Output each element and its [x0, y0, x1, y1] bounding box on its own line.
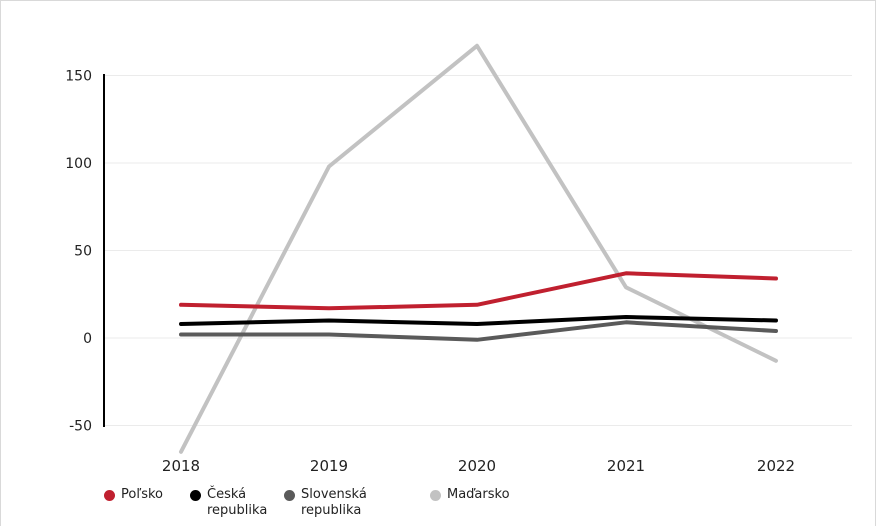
y-tick-label: -50 — [69, 419, 92, 435]
legend-label-ceska-republika: Česká republika — [207, 487, 268, 518]
series-line-3 — [179, 43, 778, 454]
legend-label-polsko: Poľsko — [121, 487, 163, 502]
grid-lines — [104, 75, 852, 426]
legend-label-madarsko: Maďarsko — [447, 487, 510, 502]
legend-item-madarsko: Maďarsko — [430, 487, 510, 503]
legend-marker-slovenska-republika — [284, 490, 295, 501]
series-lines — [179, 43, 778, 454]
y-tick-label: 100 — [65, 156, 92, 172]
y-tick-label: 0 — [83, 331, 92, 347]
legend-marker-ceska-republika — [190, 490, 201, 501]
legend-label-slovenska-republika: Slovenská republika — [301, 487, 367, 518]
x-tick-label: 2022 — [757, 457, 795, 475]
legend-marker-madarsko — [430, 490, 441, 501]
legend-item-polsko: Poľsko — [104, 487, 163, 503]
series-line-1 — [179, 315, 778, 326]
x-axis-ticks: 2018 2019 2020 2021 2022 — [162, 457, 795, 475]
x-tick-label: 2018 — [162, 457, 200, 475]
x-tick-label: 2021 — [607, 457, 645, 475]
x-tick-label: 2019 — [310, 457, 348, 475]
legend-item-ceska-republika: Česká republika — [190, 487, 267, 519]
x-tick-label: 2020 — [458, 457, 496, 475]
y-axis-ticks: 150 100 50 0 -50 — [65, 69, 92, 435]
y-tick-label: 150 — [65, 69, 92, 85]
y-tick-label: 50 — [74, 244, 92, 260]
legend-item-slovenska-republika: Slovenská republika — [284, 487, 367, 519]
legend-marker-polsko — [104, 490, 115, 501]
